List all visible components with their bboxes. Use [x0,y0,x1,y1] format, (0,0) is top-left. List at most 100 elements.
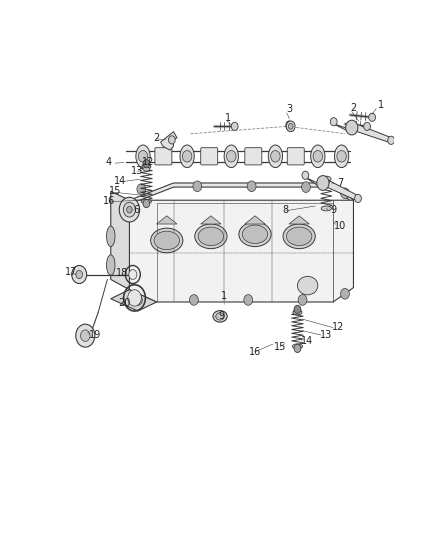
Ellipse shape [321,176,331,182]
Circle shape [330,118,337,126]
Ellipse shape [292,344,303,349]
Polygon shape [157,216,177,224]
Ellipse shape [141,199,152,204]
Circle shape [76,324,95,347]
Ellipse shape [313,150,322,162]
Ellipse shape [195,224,227,248]
Circle shape [76,270,83,279]
Circle shape [364,122,371,131]
Circle shape [286,121,295,132]
Polygon shape [245,216,265,224]
Text: 18: 18 [116,268,128,278]
Text: 3: 3 [286,104,292,114]
Ellipse shape [106,255,115,276]
Text: 6: 6 [134,205,140,215]
Circle shape [143,199,150,207]
Circle shape [294,344,301,352]
Ellipse shape [136,145,150,167]
Circle shape [247,181,256,191]
Text: 17: 17 [65,268,77,278]
Ellipse shape [138,150,148,162]
Circle shape [119,197,140,222]
Ellipse shape [106,226,115,247]
Circle shape [244,295,253,305]
Ellipse shape [297,276,318,295]
Polygon shape [130,183,353,204]
Circle shape [81,330,90,342]
Text: 1: 1 [225,113,231,123]
Ellipse shape [154,231,180,249]
Circle shape [143,159,150,168]
Circle shape [231,122,238,131]
Circle shape [288,124,293,129]
Text: 16: 16 [249,347,261,357]
Text: 1: 1 [222,291,227,301]
Ellipse shape [242,225,268,244]
Ellipse shape [286,121,292,130]
Text: 20: 20 [118,298,131,308]
Ellipse shape [239,222,271,247]
Circle shape [134,295,142,305]
Circle shape [388,136,395,144]
Text: 14: 14 [114,176,127,187]
Text: 16: 16 [103,196,115,206]
Circle shape [137,184,146,195]
Ellipse shape [224,145,238,167]
Ellipse shape [143,167,150,171]
Polygon shape [111,191,130,290]
Circle shape [127,206,132,213]
Ellipse shape [286,227,312,246]
Ellipse shape [335,145,349,167]
Text: 2: 2 [350,103,357,113]
Circle shape [190,295,198,305]
Text: 7: 7 [337,178,343,188]
Polygon shape [111,290,156,311]
Ellipse shape [323,180,330,184]
Circle shape [298,295,307,305]
Circle shape [302,171,309,180]
Circle shape [169,136,175,144]
Polygon shape [333,123,392,143]
Text: 9: 9 [330,206,336,215]
Ellipse shape [216,313,224,320]
Polygon shape [305,177,359,201]
Polygon shape [201,216,221,224]
Ellipse shape [337,150,346,162]
Text: 9: 9 [218,311,224,321]
Circle shape [369,113,375,122]
Circle shape [72,265,87,284]
FancyBboxPatch shape [201,148,218,165]
Circle shape [317,175,329,190]
Ellipse shape [198,227,224,246]
Text: 4: 4 [106,157,112,167]
Circle shape [294,305,301,313]
FancyBboxPatch shape [287,148,304,165]
Ellipse shape [311,145,325,167]
Text: 12: 12 [332,322,344,333]
Text: 12: 12 [142,157,154,167]
Text: 8: 8 [283,206,289,215]
Text: 19: 19 [88,330,101,340]
Circle shape [341,188,350,199]
Ellipse shape [182,150,192,162]
Circle shape [355,195,361,203]
Ellipse shape [151,228,183,253]
Circle shape [341,288,350,299]
Polygon shape [161,132,177,150]
Text: 15: 15 [109,186,121,196]
Text: 2: 2 [153,133,160,143]
Circle shape [346,120,358,135]
Text: 14: 14 [300,336,313,346]
Text: 13: 13 [320,330,332,340]
Ellipse shape [268,145,283,167]
Ellipse shape [271,150,280,162]
Text: 1: 1 [378,100,384,110]
Circle shape [128,290,141,306]
Ellipse shape [293,310,302,315]
Circle shape [129,270,137,279]
Circle shape [301,182,311,192]
Ellipse shape [321,206,332,211]
FancyBboxPatch shape [245,148,262,165]
Polygon shape [130,200,353,302]
Text: 15: 15 [274,342,287,352]
